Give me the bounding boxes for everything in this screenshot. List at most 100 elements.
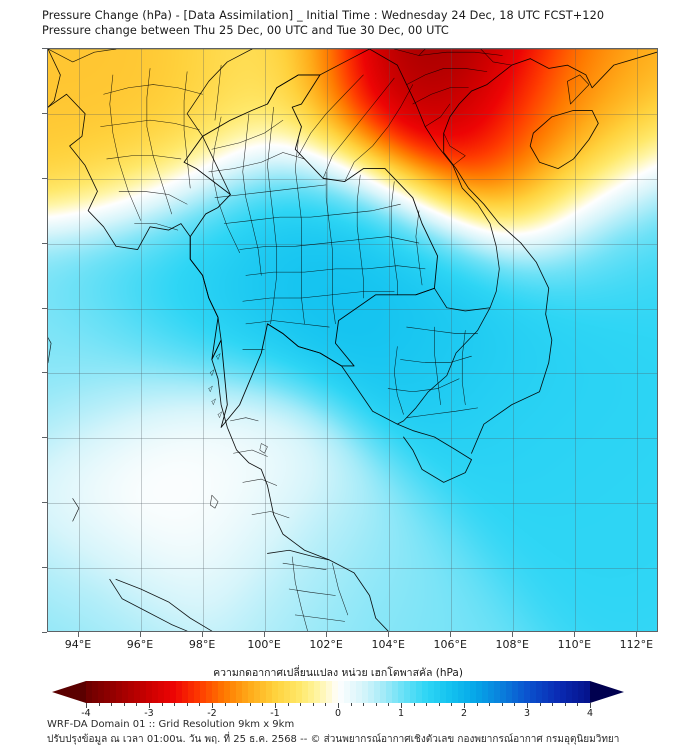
colorbar-minor-tick bbox=[249, 703, 251, 706]
colorbar-band bbox=[518, 681, 524, 703]
colorbar-title: ความกดอากาศเปลี่ยนแปลง หน่วย เฮกโตพาสคัล… bbox=[213, 667, 463, 679]
colorbar-band bbox=[122, 681, 128, 703]
colorbar-minor-tick bbox=[375, 703, 377, 706]
y-axis-tick bbox=[42, 372, 47, 374]
colorbar-band bbox=[290, 681, 296, 703]
x-axis-tick bbox=[512, 632, 514, 637]
colorbar-minor-tick bbox=[451, 703, 453, 706]
colorbar-band bbox=[158, 681, 164, 703]
colorbar-band bbox=[470, 681, 476, 703]
colorbar-minor-tick bbox=[136, 703, 138, 706]
colorbar-band bbox=[416, 681, 422, 703]
colorbar-band bbox=[350, 681, 356, 703]
x-axis-label: 96°E bbox=[126, 638, 154, 651]
x-axis-tick bbox=[78, 632, 79, 637]
colorbar-band bbox=[356, 681, 362, 703]
colorbar-band bbox=[440, 681, 446, 703]
colorbar-major-tick bbox=[401, 703, 402, 708]
colorbar-minor-tick bbox=[224, 703, 226, 706]
y-axis-tick bbox=[42, 242, 47, 244]
colorbar-minor-tick bbox=[363, 703, 365, 706]
x-axis-tick bbox=[574, 632, 576, 637]
colorbar-band bbox=[170, 681, 176, 703]
colorbar-band bbox=[320, 681, 326, 703]
colorbar-band bbox=[260, 681, 266, 703]
colorbar-tick-label: -4 bbox=[81, 708, 91, 719]
colorbar-band bbox=[548, 681, 554, 703]
colorbar-tick-labels: -4 -3 -2 -1 0 1 2 3 4 bbox=[52, 708, 624, 722]
colorbar-minor-tick bbox=[350, 703, 352, 706]
colorbar-band bbox=[578, 681, 584, 703]
x-axis-label: 102°E bbox=[309, 638, 343, 651]
colorbar-major-tick bbox=[338, 703, 339, 708]
y-axis-tick bbox=[42, 48, 47, 49]
colorbar-tick-label: -3 bbox=[144, 708, 154, 719]
colorbar-band bbox=[188, 681, 194, 703]
colorbar-tick-label: -1 bbox=[270, 708, 280, 719]
colorbar[interactable] bbox=[52, 681, 624, 703]
colorbar-band bbox=[296, 681, 302, 703]
colorbar-band bbox=[434, 681, 440, 703]
colorbar-minor-tick bbox=[438, 703, 440, 706]
colorbar-minor-tick bbox=[186, 703, 188, 706]
colorbar-band bbox=[410, 681, 416, 703]
colorbar-minor-tick bbox=[161, 703, 163, 706]
colorbar-minor-tick bbox=[300, 703, 302, 706]
colorbar-ticks bbox=[52, 703, 624, 709]
colorbar-band bbox=[326, 681, 332, 703]
y-axis-tick bbox=[42, 112, 47, 114]
colorbar-band bbox=[482, 681, 488, 703]
colorbar-band bbox=[266, 681, 272, 703]
colorbar-band bbox=[140, 681, 146, 703]
colorbar-band bbox=[542, 681, 548, 703]
colorbar-band bbox=[338, 681, 344, 703]
footer-model-info: WRF-DA Domain 01 :: Grid Resolution 9km … bbox=[47, 719, 295, 730]
colorbar-band bbox=[374, 681, 380, 703]
colorbar-extend-low-arrow bbox=[52, 681, 86, 703]
colorbar-minor-tick bbox=[262, 703, 264, 706]
colorbar-band bbox=[476, 681, 482, 703]
colorbar-band bbox=[332, 681, 338, 703]
colorbar-bands bbox=[86, 681, 590, 703]
footer-attribution: ปรับปรุงข้อมูล ณ เวลา 01:00น. วัน พฤ. ที… bbox=[47, 733, 620, 745]
colorbar-tick-label: 1 bbox=[397, 708, 405, 719]
colorbar-band bbox=[362, 681, 368, 703]
colorbar-band bbox=[284, 681, 290, 703]
y-axis-tick bbox=[42, 307, 47, 309]
colorbar-band bbox=[146, 681, 152, 703]
colorbar-minor-tick bbox=[287, 703, 289, 706]
colorbar-band bbox=[422, 681, 428, 703]
colorbar-tick-label: 0 bbox=[334, 708, 342, 719]
map-plot-area[interactable] bbox=[47, 48, 658, 632]
coastline-and-border-overlay bbox=[48, 49, 657, 631]
colorbar-band bbox=[242, 681, 248, 703]
colorbar-band bbox=[206, 681, 212, 703]
y-axis-tick bbox=[42, 567, 47, 569]
x-axis-label: 110°E bbox=[557, 638, 592, 651]
colorbar-band bbox=[314, 681, 320, 703]
x-axis-tick bbox=[202, 632, 204, 637]
colorbar-minor-tick bbox=[564, 703, 566, 706]
colorbar-minor-tick bbox=[111, 703, 113, 706]
colorbar-band bbox=[524, 681, 530, 703]
colorbar-band bbox=[506, 681, 512, 703]
x-axis-tick bbox=[388, 632, 390, 637]
x-axis-label: 98°E bbox=[188, 638, 216, 651]
colorbar-minor-tick bbox=[539, 703, 541, 706]
x-axis-label: 112°E bbox=[619, 638, 654, 651]
x-axis-label: 108°E bbox=[495, 638, 529, 651]
colorbar-band bbox=[380, 681, 386, 703]
colorbar-major-tick bbox=[527, 703, 528, 708]
colorbar-tick-label: 2 bbox=[460, 708, 468, 719]
colorbar-band bbox=[428, 681, 434, 703]
colorbar-band bbox=[194, 681, 200, 703]
colorbar-minor-tick bbox=[98, 703, 100, 706]
x-axis-label: 104°E bbox=[371, 638, 405, 651]
colorbar-major-tick bbox=[464, 703, 465, 708]
y-axis-tick bbox=[42, 502, 47, 504]
colorbar-band bbox=[254, 681, 260, 703]
colorbar-minor-tick bbox=[577, 703, 579, 706]
colorbar-major-tick bbox=[86, 703, 87, 708]
colorbar-band bbox=[392, 681, 398, 703]
colorbar-band bbox=[500, 681, 506, 703]
